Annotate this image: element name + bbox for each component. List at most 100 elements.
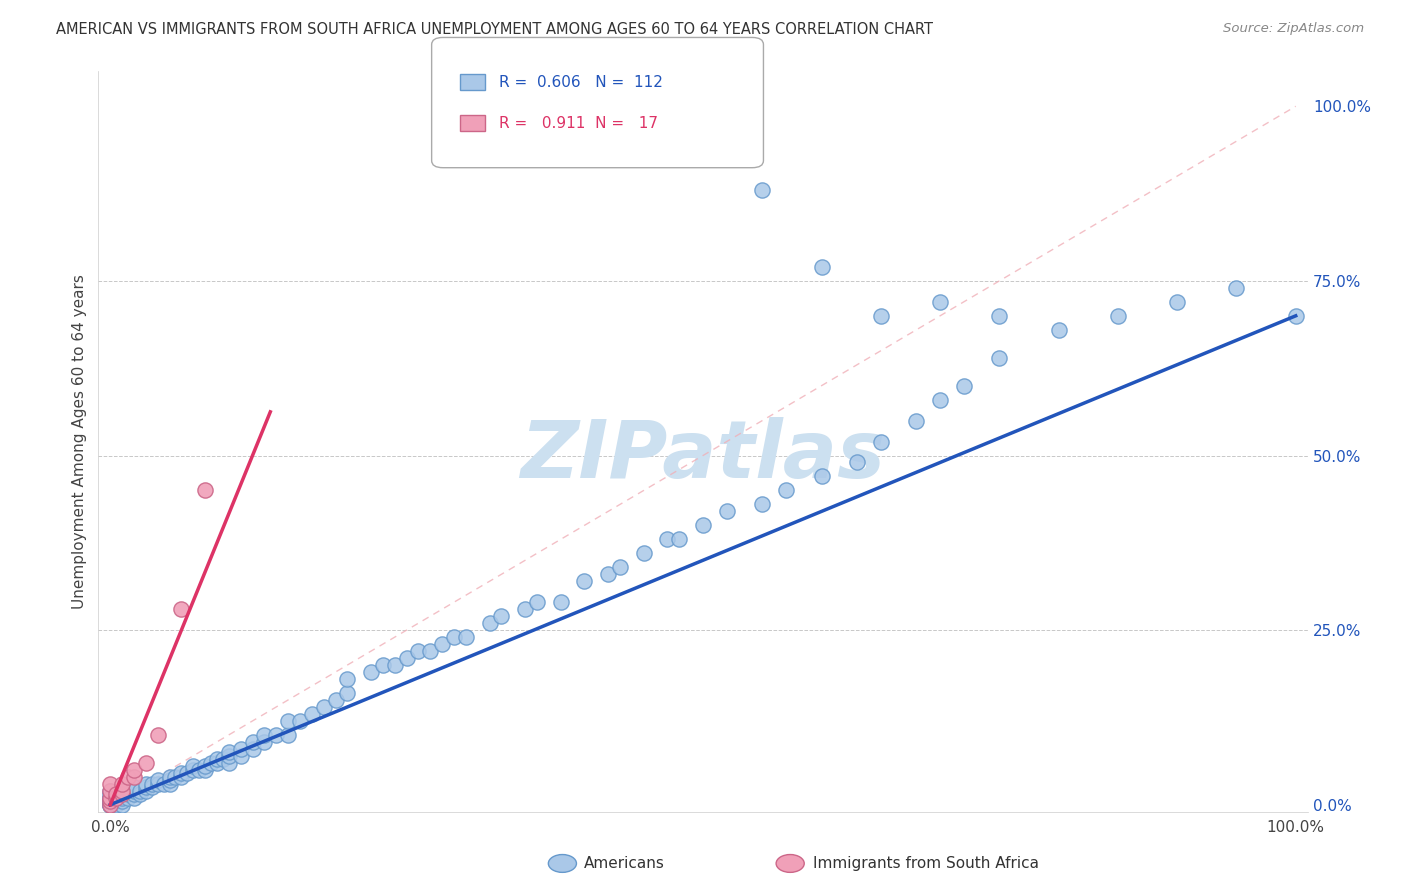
Point [312, 700, 335, 714]
Point [229, 748, 252, 763]
Point [159, 777, 181, 791]
Point [242, 742, 264, 756]
Point [478, 616, 501, 631]
Text: AMERICAN VS IMMIGRANTS FROM SOUTH AFRICA UNEMPLOYMENT AMONG AGES 60 TO 64 YEARS : AMERICAN VS IMMIGRANTS FROM SOUTH AFRICA… [56, 22, 934, 37]
Point [988, 351, 1011, 365]
Point [526, 595, 548, 609]
Point [200, 756, 222, 770]
Point [111, 787, 134, 801]
Point [159, 770, 181, 784]
Point [194, 759, 217, 773]
Point [218, 745, 240, 759]
Point [141, 780, 163, 795]
Point [1107, 309, 1129, 323]
Point [301, 706, 323, 721]
Point [242, 735, 264, 749]
Point [336, 672, 359, 686]
Point [170, 766, 193, 780]
Text: R =  0.606   N =  112: R = 0.606 N = 112 [499, 75, 664, 89]
Point [122, 790, 145, 805]
Point [751, 497, 773, 511]
Point [264, 728, 287, 742]
Point [846, 455, 869, 469]
Point [98, 790, 121, 805]
Point [218, 748, 240, 763]
Point [371, 658, 394, 673]
Point [515, 602, 537, 616]
Point [105, 790, 128, 805]
Point [111, 794, 134, 808]
Point [408, 644, 430, 658]
Point [253, 735, 276, 749]
Point [419, 644, 441, 658]
Point [988, 309, 1011, 323]
Point [105, 790, 128, 805]
Point [122, 784, 145, 798]
Point [905, 414, 928, 428]
Point [1225, 281, 1247, 295]
Point [135, 780, 157, 795]
Point [188, 763, 211, 777]
Point [98, 787, 121, 801]
Point [98, 794, 121, 808]
Point [98, 777, 121, 791]
Point [122, 787, 145, 801]
Point [98, 797, 121, 812]
Point [212, 752, 235, 766]
Point [194, 763, 217, 777]
Point [141, 777, 163, 791]
Point [336, 686, 359, 700]
Point [165, 770, 187, 784]
Point [98, 797, 121, 812]
Point [598, 567, 620, 582]
Point [277, 714, 299, 728]
Point [170, 770, 193, 784]
Point [288, 714, 311, 728]
Point [105, 797, 128, 812]
Point [122, 763, 145, 777]
Point [952, 378, 974, 392]
Point [1166, 294, 1188, 309]
Point [98, 797, 121, 812]
Point [122, 780, 145, 795]
Point [152, 777, 174, 791]
Point [135, 777, 157, 791]
Point [609, 560, 631, 574]
Point [657, 533, 679, 547]
Point [117, 787, 139, 801]
Point [111, 784, 134, 798]
Point [170, 602, 193, 616]
Point [869, 309, 891, 323]
Point [929, 392, 952, 407]
Point [668, 533, 690, 547]
Point [117, 770, 139, 784]
Point [111, 797, 134, 812]
Point [325, 693, 347, 707]
Point [716, 504, 738, 518]
Point [205, 752, 228, 766]
Point [98, 797, 121, 812]
Point [491, 609, 513, 624]
Text: ZIPatlas: ZIPatlas [520, 417, 886, 495]
Point [775, 483, 797, 498]
Point [633, 546, 655, 560]
Point [135, 756, 157, 770]
Point [98, 790, 121, 805]
Point [98, 784, 121, 798]
Point [253, 728, 276, 742]
Point [810, 260, 832, 274]
Point [98, 790, 121, 805]
Point [574, 574, 596, 589]
Point [111, 784, 134, 798]
Text: Immigrants from South Africa: Immigrants from South Africa [813, 856, 1039, 871]
Point [176, 766, 198, 780]
Point [105, 787, 128, 801]
Point [395, 651, 418, 665]
Text: R =   0.911  N =   17: R = 0.911 N = 17 [499, 116, 658, 130]
Point [98, 794, 121, 808]
Point [98, 784, 121, 798]
Point [360, 665, 382, 679]
Point [869, 434, 891, 449]
Point [117, 790, 139, 805]
Point [1047, 323, 1070, 337]
